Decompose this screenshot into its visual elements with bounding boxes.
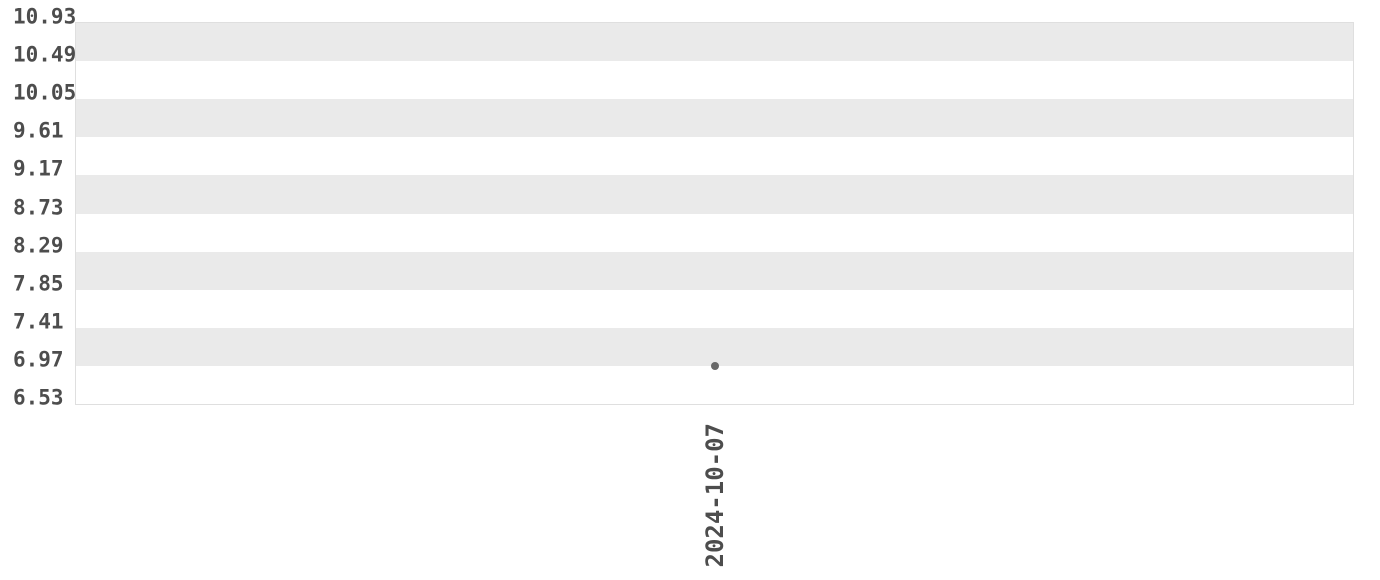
y-tick-label: 6.53	[13, 385, 64, 410]
x-tick-label: 2024-10-07	[700, 423, 729, 568]
grid-band-white	[76, 365, 1353, 404]
grid-band-gray	[76, 175, 1353, 214]
grid-band-gray	[76, 251, 1353, 291]
grid-band-gray	[76, 23, 1353, 62]
y-tick-label: 9.17	[13, 157, 64, 182]
y-tick-label: 10.93	[13, 4, 77, 29]
grid-band-white	[76, 289, 1353, 329]
grid-band-white	[76, 61, 1353, 100]
y-tick-label: 7.41	[13, 309, 64, 334]
y-tick-label: 10.05	[13, 80, 77, 105]
grid-band-white	[76, 137, 1353, 176]
y-tick-label: 10.49	[13, 42, 77, 67]
y-tick-label: 8.73	[13, 195, 64, 220]
y-tick-label: 7.85	[13, 271, 64, 296]
grid-band-white	[76, 213, 1353, 253]
plot-area	[75, 22, 1354, 405]
y-tick-label: 6.97	[13, 347, 64, 372]
y-tick-label: 9.61	[13, 118, 64, 143]
grid-band-gray	[76, 99, 1353, 138]
data-point[interactable]	[710, 361, 719, 370]
grid-band-gray	[76, 327, 1353, 367]
y-tick-label: 8.29	[13, 233, 64, 258]
